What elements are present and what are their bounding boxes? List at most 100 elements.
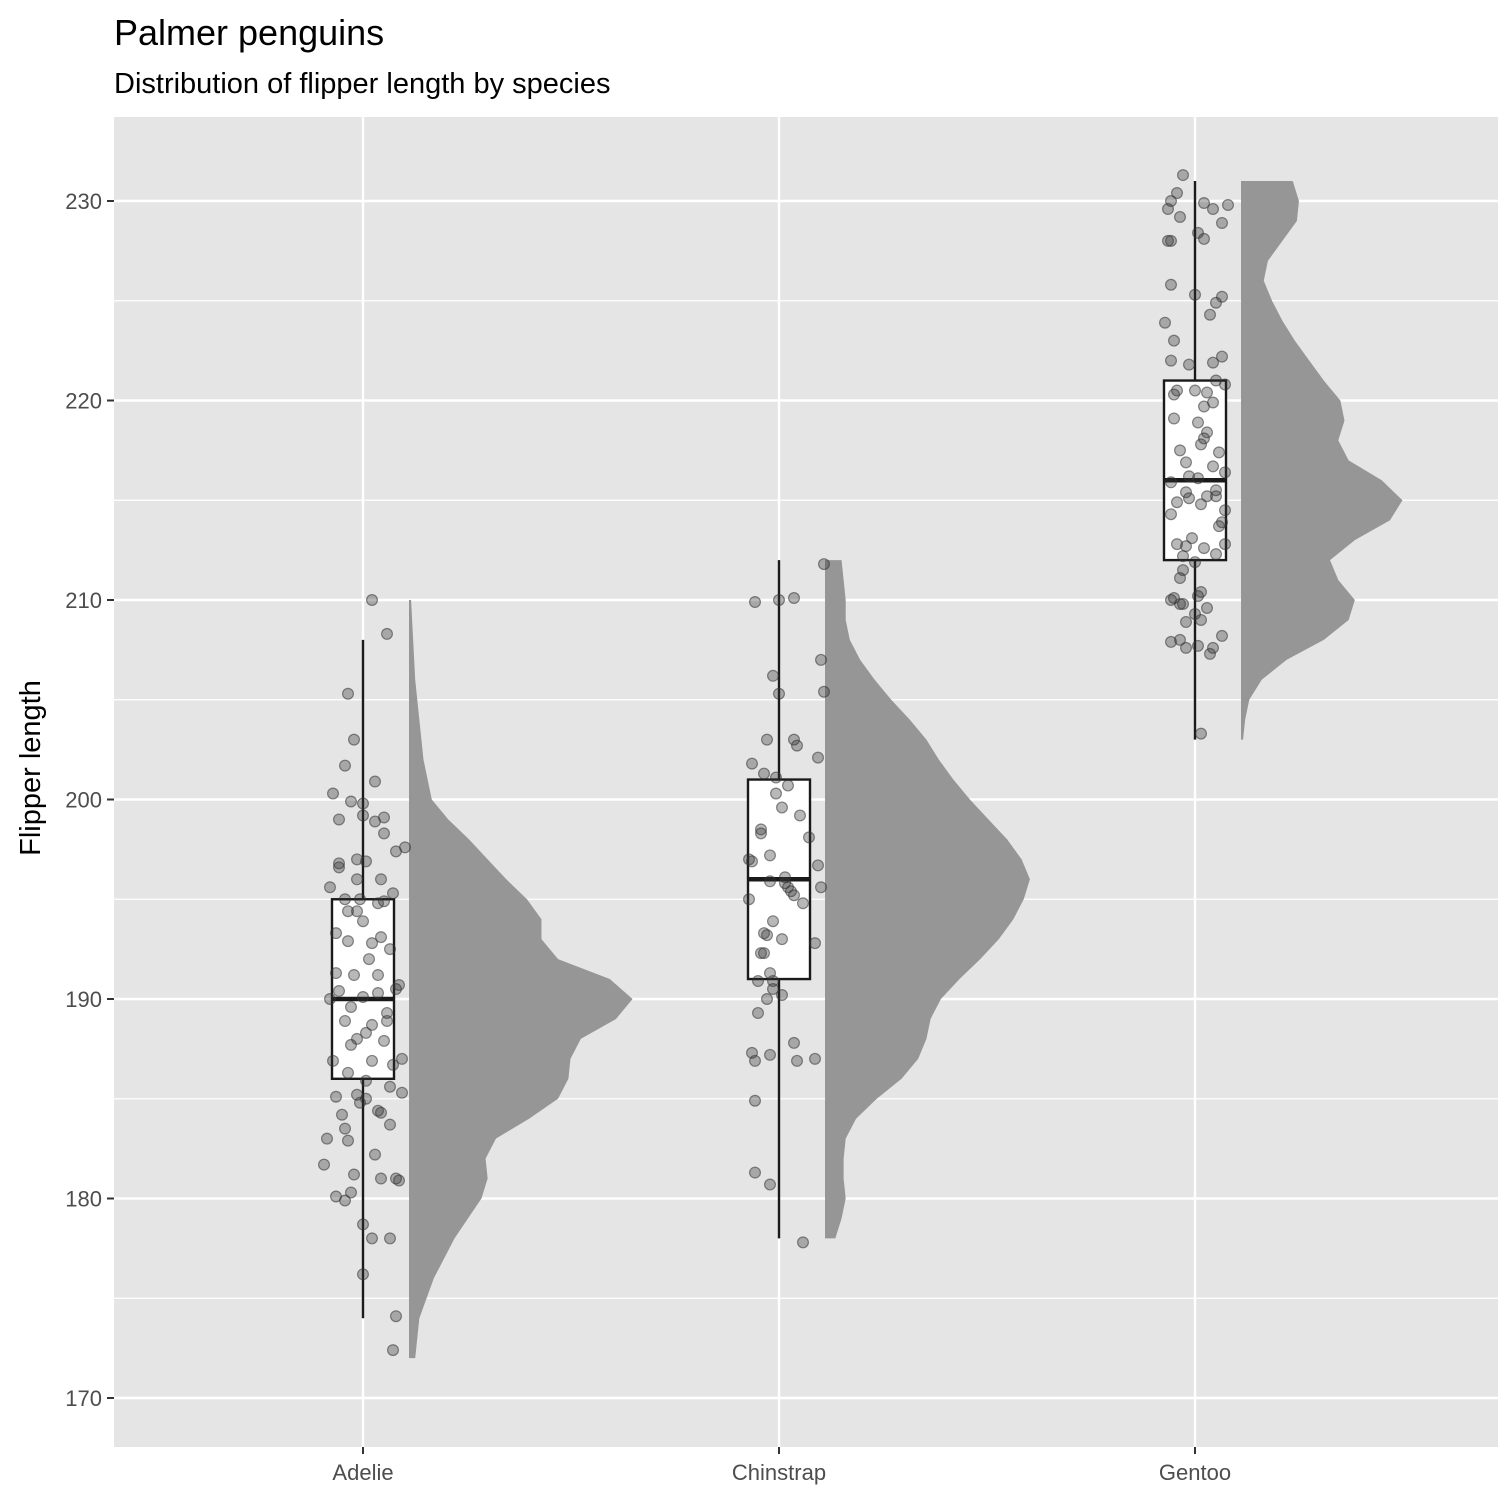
data-point xyxy=(342,687,355,700)
data-point xyxy=(390,983,403,996)
data-point xyxy=(763,1048,776,1061)
density-adelie xyxy=(409,600,633,1359)
x-tick-label: Adelie xyxy=(332,1460,393,1485)
data-point xyxy=(366,937,379,950)
data-point xyxy=(790,1054,803,1067)
data-point xyxy=(1194,613,1207,626)
data-point xyxy=(772,593,785,606)
data-point xyxy=(378,1034,391,1047)
data-point xyxy=(348,733,361,746)
data-point xyxy=(387,887,400,900)
data-point xyxy=(790,739,803,752)
data-point xyxy=(345,1186,358,1199)
data-point xyxy=(324,992,337,1005)
data-point xyxy=(1206,356,1219,369)
data-point xyxy=(1182,358,1195,371)
data-point xyxy=(1164,476,1177,489)
data-point xyxy=(1188,607,1201,620)
data-point xyxy=(811,859,824,872)
data-point xyxy=(1206,202,1219,215)
data-point xyxy=(1218,504,1231,517)
data-point xyxy=(1176,597,1189,610)
data-point xyxy=(1179,615,1192,628)
data-point xyxy=(1182,492,1195,505)
data-point xyxy=(330,927,343,940)
data-point xyxy=(1197,232,1210,245)
data-point xyxy=(763,875,776,888)
data-point xyxy=(1191,472,1204,485)
data-point xyxy=(748,1094,761,1107)
data-point xyxy=(351,1032,364,1045)
data-point xyxy=(330,1090,343,1103)
data-point xyxy=(384,1080,397,1093)
data-point xyxy=(351,853,364,866)
data-point xyxy=(366,1018,379,1031)
data-point xyxy=(348,1168,361,1181)
data-point xyxy=(1167,334,1180,347)
data-point xyxy=(1200,386,1213,399)
data-point xyxy=(1191,590,1204,603)
data-point xyxy=(1209,490,1222,503)
data-point xyxy=(357,1218,370,1231)
data-point xyxy=(378,811,391,824)
data-point xyxy=(742,893,755,906)
density-gentoo xyxy=(1241,181,1403,740)
data-point xyxy=(1188,384,1201,397)
data-point xyxy=(393,1174,406,1187)
data-point xyxy=(384,943,397,956)
data-point xyxy=(1194,438,1207,451)
data-point xyxy=(757,947,770,960)
data-point xyxy=(384,1232,397,1245)
data-point xyxy=(742,853,755,866)
data-point xyxy=(351,873,364,886)
data-point xyxy=(387,1058,400,1071)
data-point xyxy=(327,1054,340,1067)
data-point xyxy=(366,1232,379,1245)
data-point xyxy=(384,1118,397,1131)
data-point xyxy=(1167,412,1180,425)
data-point xyxy=(357,915,370,928)
data-point xyxy=(796,1236,809,1249)
data-point xyxy=(1164,593,1177,606)
data-point xyxy=(1161,234,1174,247)
y-axis-title: Flipper length xyxy=(15,680,47,856)
chart-subtitle: Distribution of flipper length by specie… xyxy=(114,68,610,100)
data-point xyxy=(766,915,779,928)
data-point xyxy=(354,1096,367,1109)
data-point xyxy=(757,767,770,780)
data-point xyxy=(787,733,800,746)
data-point xyxy=(748,1166,761,1179)
data-point xyxy=(814,653,827,666)
data-point xyxy=(1197,196,1210,209)
data-point xyxy=(342,905,355,918)
data-point xyxy=(1173,633,1186,646)
data-point xyxy=(342,1066,355,1079)
data-point xyxy=(745,757,758,770)
data-point xyxy=(1170,538,1183,551)
data-point xyxy=(1188,288,1201,301)
x-tick-label: Chinstrap xyxy=(732,1460,826,1485)
data-point xyxy=(1194,498,1207,511)
data-point xyxy=(339,893,352,906)
data-point xyxy=(814,881,827,894)
data-point xyxy=(1218,538,1231,551)
data-point xyxy=(811,751,824,764)
data-point xyxy=(1191,226,1204,239)
data-point xyxy=(1164,234,1177,247)
data-point xyxy=(351,905,364,918)
data-point xyxy=(1215,290,1228,303)
data-point xyxy=(378,895,391,908)
axes: 170 180 190 200 210 220 230 Adelie Chinstrap Gent… xyxy=(65,189,1231,1485)
data-point xyxy=(1197,542,1210,555)
data-point xyxy=(336,1108,349,1121)
data-point xyxy=(1164,635,1177,648)
data-point xyxy=(396,1086,409,1099)
data-point xyxy=(1173,444,1186,457)
data-point xyxy=(775,933,788,946)
y-tick-label: 230 xyxy=(65,189,102,214)
y-tick-label: 220 xyxy=(65,389,102,414)
data-point xyxy=(1188,556,1201,569)
data-point xyxy=(342,1134,355,1147)
data-point xyxy=(375,931,388,944)
